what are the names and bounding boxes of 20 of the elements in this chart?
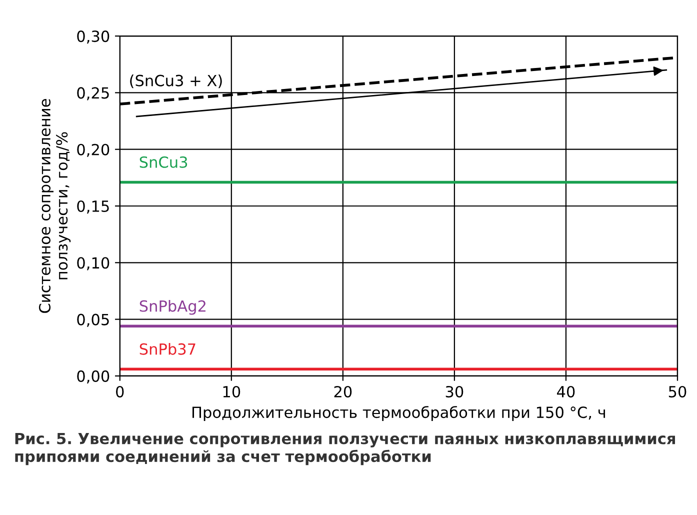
text: Рис. 5. Увеличение сопротивления ползучести паяных низкоплавящимися припоями соединений за счет термообработки [15, 432, 675, 466]
series-label: SnCu3 [140, 156, 188, 168]
x-tick-label: 50 [668, 386, 686, 398]
series-label: (SnCu3 + X) [130, 74, 222, 88]
y-tick-label: 0,25 [77, 87, 109, 100]
x-axis-title: Продолжительность термообработки при 150 °C, ч [192, 406, 605, 422]
series-label: SnPb37 [140, 343, 196, 355]
x-tick-label: 40 [556, 386, 575, 398]
y-tick-label: 0,00 [77, 370, 110, 384]
y-tick-label: 0,30 [77, 30, 110, 44]
y-tick-label: 0,10 [77, 257, 110, 270]
y-tick-label: 0,05 [77, 314, 109, 327]
series-label: SnPbAg2 [140, 300, 206, 315]
x-tick-label: 30 [446, 386, 464, 398]
y-tick-label: 0,15 [77, 200, 109, 214]
y-axis-title: Системное сопротивление ползучести, год/% [38, 99, 71, 313]
x-tick-label: 0 [116, 386, 124, 398]
x-tick-label: 10 [223, 386, 240, 398]
x-tick-label: 20 [334, 386, 352, 398]
y-tick-label: 0,20 [77, 144, 110, 157]
